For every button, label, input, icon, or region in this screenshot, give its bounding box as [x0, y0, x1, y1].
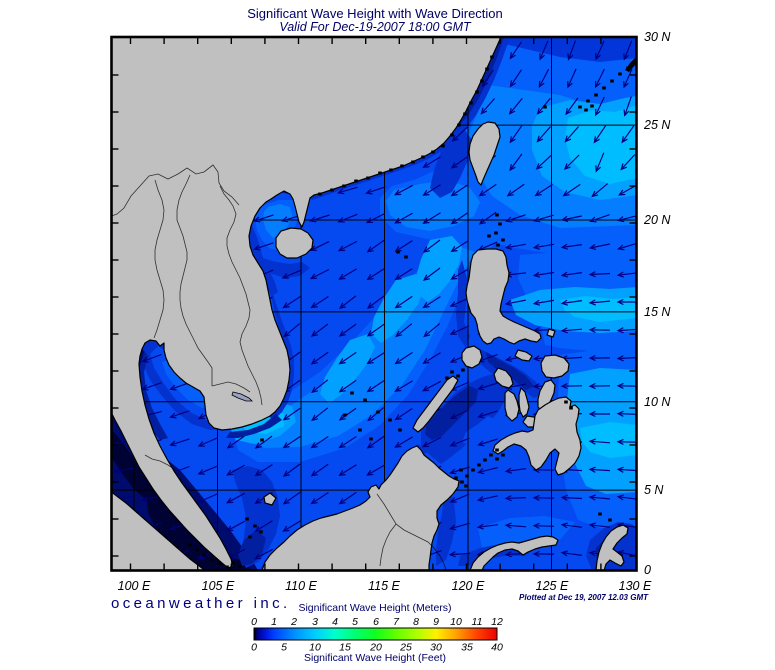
svg-text:3: 3: [312, 616, 318, 628]
svg-text:20 N: 20 N: [643, 213, 671, 227]
svg-text:4: 4: [332, 616, 338, 628]
svg-text:10: 10: [309, 642, 321, 654]
svg-text:Plotted at Dec 19, 2007 12.03: Plotted at Dec 19, 2007 12.03 GMT: [519, 593, 649, 602]
svg-text:15 N: 15 N: [644, 305, 671, 319]
svg-text:100 E: 100 E: [118, 579, 151, 593]
svg-text:9: 9: [433, 616, 439, 628]
svg-text:0: 0: [251, 616, 257, 628]
svg-text:15: 15: [339, 642, 351, 654]
svg-text:10 N: 10 N: [644, 395, 671, 409]
svg-text:Valid For Dec-19-2007 18:00 GM: Valid For Dec-19-2007 18:00 GMT: [279, 20, 472, 34]
svg-text:Significant Wave Height (Meter: Significant Wave Height (Meters): [298, 602, 451, 614]
svg-text:7: 7: [393, 616, 400, 628]
svg-text:5 N: 5 N: [644, 483, 664, 497]
svg-text:Significant Wave Height with W: Significant Wave Height with Wave Direct…: [247, 6, 503, 21]
svg-text:1: 1: [271, 616, 277, 628]
svg-text:5: 5: [352, 616, 358, 628]
svg-text:110 E: 110 E: [285, 579, 317, 593]
svg-text:30 N: 30 N: [644, 30, 671, 44]
svg-text:130 E: 130 E: [619, 579, 652, 593]
svg-text:2: 2: [290, 616, 297, 628]
svg-text:105 E: 105 E: [202, 579, 235, 593]
svg-text:20: 20: [369, 642, 382, 654]
svg-text:8: 8: [413, 616, 419, 628]
svg-text:35: 35: [461, 642, 473, 654]
svg-text:0: 0: [644, 563, 651, 577]
svg-text:11: 11: [472, 616, 483, 628]
svg-text:30: 30: [430, 642, 442, 654]
svg-text:0: 0: [251, 642, 257, 654]
svg-text:25 N: 25 N: [643, 118, 671, 132]
svg-text:10: 10: [450, 616, 462, 628]
svg-text:115 E: 115 E: [368, 579, 400, 593]
svg-text:oceanweather inc.: oceanweather inc.: [111, 595, 291, 612]
svg-text:Significant Wave Height (Feet): Significant Wave Height (Feet): [304, 652, 446, 664]
svg-text:12: 12: [491, 616, 503, 628]
svg-text:25: 25: [399, 642, 412, 654]
svg-text:40: 40: [491, 642, 503, 654]
svg-text:125 E: 125 E: [536, 579, 569, 593]
svg-text:120 E: 120 E: [452, 579, 485, 593]
svg-text:6: 6: [373, 616, 379, 628]
svg-text:5: 5: [281, 642, 287, 654]
